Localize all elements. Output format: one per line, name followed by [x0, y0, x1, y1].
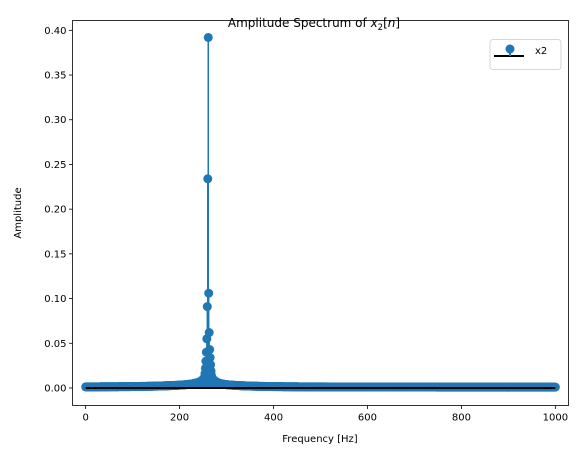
legend-label-x2: x2 — [535, 46, 547, 57]
y-axis-label: Amplitude — [13, 187, 24, 238]
stem-marker — [205, 345, 215, 355]
x-axis-ticks: 0 200 400 600 800 1000 — [82, 405, 568, 424]
y-tick-label: 0.40 — [44, 26, 66, 37]
x-tick-label: 600 — [358, 413, 377, 424]
y-tick-label: 0.15 — [44, 249, 66, 260]
y-tick-label: 0.25 — [44, 160, 66, 171]
stem-markers — [81, 32, 560, 392]
x-tick-label: 0 — [82, 413, 88, 424]
x-axis-label: Frequency [Hz] — [282, 434, 358, 445]
y-tick-label: 0.30 — [44, 115, 66, 126]
x-tick-label: 200 — [170, 413, 189, 424]
y-tick-label: 0.35 — [44, 71, 66, 82]
legend-box — [489, 39, 562, 70]
stem-marker — [205, 353, 215, 363]
legend-marker-swatch — [505, 44, 515, 54]
chart-title: Amplitude Spectrum of x2[n] — [228, 16, 400, 33]
stem-lines — [84, 37, 557, 388]
y-tick-label: 0.20 — [44, 205, 66, 216]
plot-frame — [72, 20, 569, 406]
stem-marker — [204, 288, 214, 298]
x-tick-label: 1000 — [543, 413, 568, 424]
y-tick-label: 0.05 — [44, 339, 66, 350]
stem-marker — [203, 174, 213, 184]
y-tick-label: 0.00 — [44, 383, 66, 394]
stem-marker — [203, 32, 213, 42]
legend: x2 — [489, 39, 562, 70]
stem-marker — [202, 302, 212, 312]
y-axis-ticks: 0.00 0.05 0.10 0.15 0.20 0.25 0.30 0.35 0.40 — [44, 26, 73, 394]
stem-marker — [204, 328, 214, 338]
x-tick-label: 800 — [452, 413, 471, 424]
x-tick-label: 400 — [264, 413, 283, 424]
y-tick-label: 0.10 — [44, 294, 66, 305]
